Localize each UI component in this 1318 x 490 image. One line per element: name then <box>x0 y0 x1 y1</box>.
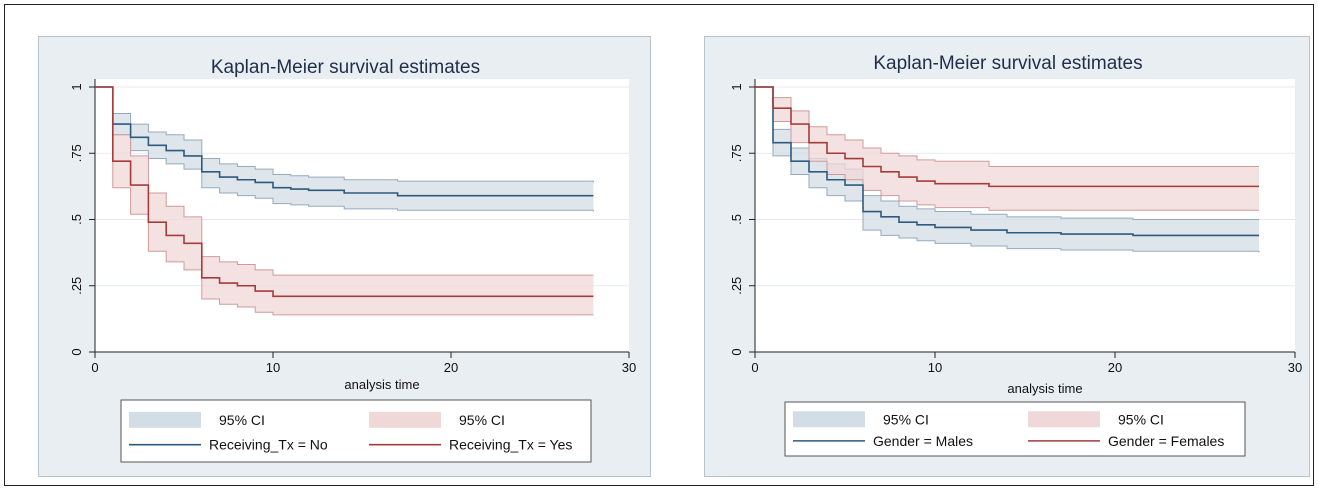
chart-svg: Kaplan-Meier survival estimates 0 .25 .5 .75… <box>69 57 636 463</box>
legend-box <box>120 399 592 463</box>
km-chart-receiving-tx: Kaplan-Meier survival estimates 0 .25 .5 .75… <box>38 36 651 477</box>
legend-box <box>784 401 1246 457</box>
plot-area <box>755 79 1295 352</box>
legend-ci-swatch <box>793 411 865 428</box>
legend-ci-label: 95% CI <box>219 412 265 428</box>
y-tick-label: .5 <box>729 214 744 225</box>
x-tick-label: 30 <box>622 360 636 375</box>
survival-line-blue <box>95 86 594 197</box>
survival-line-red <box>755 86 1259 188</box>
y-tick-label: 0 <box>69 348 84 355</box>
survival-line-red <box>95 86 594 298</box>
ci-lower-edge <box>95 86 594 212</box>
x-axis-label: analysis time <box>1007 381 1082 396</box>
legend-ci-label: 95% CI <box>1118 411 1164 427</box>
ci-lower-edge <box>755 86 1260 253</box>
chart-svg: Kaplan-Meier survival estimates 0 .25 .5 .75… <box>729 53 1302 457</box>
y-tick-label: 1 <box>729 83 744 90</box>
y-tick-label: 0 <box>729 348 744 355</box>
legend-series-label: Receiving_Tx = No <box>209 437 328 453</box>
legend-series-label: Gender = Males <box>873 433 973 449</box>
y-tick-label: .25 <box>729 277 744 295</box>
ci-band-blue <box>95 87 594 212</box>
legend-ci-swatch <box>129 411 201 428</box>
km-chart-gender: Kaplan-Meier survival estimates 0 .25 .5 .75… <box>704 36 1310 477</box>
y-tick-label: .75 <box>729 144 744 162</box>
legend-ci-swatch <box>1028 411 1100 428</box>
legend-series-label: Gender = Females <box>1108 433 1224 449</box>
y-tick-label: .5 <box>69 214 84 225</box>
y-tick-label: .25 <box>69 277 84 295</box>
x-tick-label: 0 <box>91 360 98 375</box>
x-tick-label: 0 <box>751 360 758 375</box>
legend-ci-swatch <box>369 411 441 428</box>
x-tick-label: 30 <box>1288 360 1302 375</box>
x-tick-label: 20 <box>444 360 458 375</box>
chart-title: Kaplan-Meier survival estimates <box>873 53 1142 74</box>
y-tick-label: 1 <box>69 83 84 90</box>
ci-upper-edge <box>755 86 1259 220</box>
x-tick-label: 10 <box>928 360 942 375</box>
x-tick-label: 20 <box>1108 360 1122 375</box>
ci-lower-edge <box>95 86 594 316</box>
ci-upper-edge <box>95 86 594 276</box>
legend-ci-label: 95% CI <box>459 412 505 428</box>
ci-band-red <box>755 87 1259 211</box>
figure-frame: Kaplan-Meier survival estimates 0 .25 .5 .75… <box>4 4 1314 486</box>
x-tick-label: 10 <box>266 360 280 375</box>
survival-line-blue <box>755 86 1259 237</box>
y-tick-label: .75 <box>69 144 84 162</box>
x-axis-label: analysis time <box>344 377 419 392</box>
ci-upper-edge <box>95 86 594 183</box>
legend-ci-label: 95% CI <box>883 411 929 427</box>
chart-title: Kaplan-Meier survival estimates <box>211 57 480 78</box>
legend-series-label: Receiving_Tx = Yes <box>449 437 572 453</box>
